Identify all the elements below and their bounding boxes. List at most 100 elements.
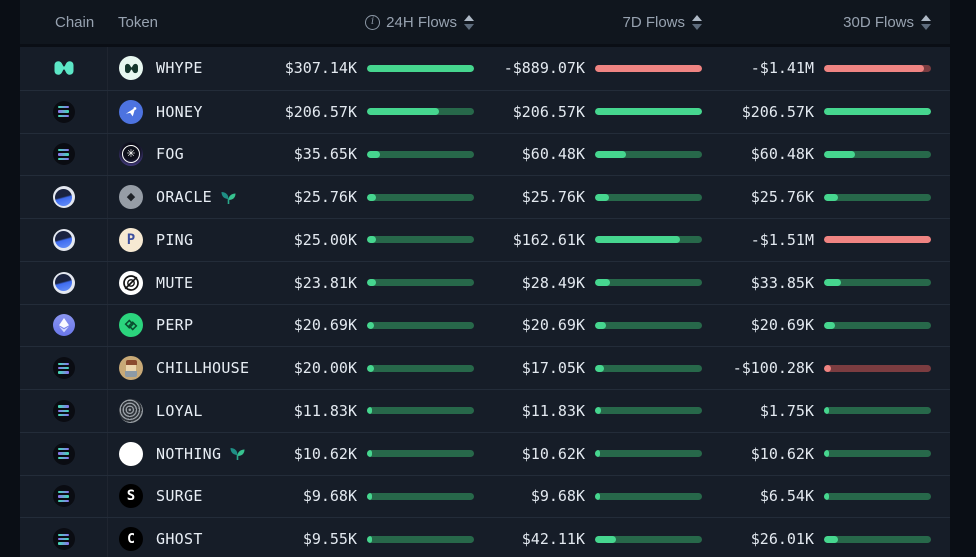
h24-flow-value: $25.76K: [293, 188, 357, 207]
d30-flow-bar-fill: [824, 364, 832, 372]
table-row[interactable]: WHYPE $307.14K -$889.07K -$1.41M: [20, 47, 950, 90]
table-row[interactable]: HONEY $206.57K $206.57K $206.57K: [20, 89, 950, 133]
h24-flow-bar-fill: [367, 407, 372, 415]
h24-flow-value: $9.55K: [302, 530, 357, 549]
d30-flow-bar-fill: [824, 492, 829, 500]
d7-flow-value: $17.05K: [521, 359, 585, 378]
h24-flow-bar: [367, 535, 474, 543]
column-header-30d-flows[interactable]: 30D Flows: [702, 14, 931, 31]
token-cell: LOYAL: [107, 390, 277, 432]
sort-down-icon: [921, 23, 931, 30]
chain-column-label: Chain: [55, 13, 95, 31]
token-cell: C GHOST: [107, 518, 277, 557]
d7-flow-bar-fill: [595, 535, 617, 543]
d7-flow-cell: $206.57K: [474, 103, 702, 121]
d30-flow-bar: [824, 321, 931, 329]
d30-flow-bar-fill: [824, 321, 835, 329]
table-row[interactable]: P PING $25.00K $162.61K -$1.51M: [20, 218, 950, 261]
d7-flow-value: $9.68K: [530, 487, 585, 506]
token-cell: ◆ ORACLE: [107, 176, 277, 218]
d7-flow-bar: [595, 150, 702, 158]
table-row[interactable]: C GHOST $9.55K $42.11K $26.01K: [20, 517, 950, 557]
table-row[interactable]: ✳ FOG $35.65K $60.48K $60.48K: [20, 132, 950, 176]
d30-flow-bar: [824, 150, 931, 158]
d30-flow-value: $20.69K: [750, 316, 814, 335]
solana-chain-icon: [52, 527, 76, 551]
d30-flow-cell: $33.85K: [702, 274, 931, 292]
d7-flow-bar-fill: [595, 492, 601, 500]
d7-flow-cell: $28.49K: [474, 274, 702, 292]
sort-up-down-icon[interactable]: [692, 14, 702, 30]
sort-up-icon: [692, 14, 702, 21]
h24-flow-bar-fill: [367, 321, 375, 329]
ping-token-icon: P: [119, 227, 143, 252]
table-row[interactable]: CHILLHOUSE $20.00K $17.05K -$100.28K: [20, 346, 950, 389]
loyal-token-icon: [119, 398, 143, 423]
h24-flow-bar: [367, 64, 474, 72]
sort-up-down-icon[interactable]: [921, 14, 931, 30]
d7-flow-bar: [595, 450, 702, 458]
d30-flow-bar: [824, 64, 931, 72]
d7-flow-cell: -$889.07K: [474, 59, 702, 77]
d7-flow-bar: [595, 321, 702, 329]
d30-flow-bar: [824, 279, 931, 287]
column-header-24h-flows[interactable]: i 24H Flows: [277, 14, 474, 31]
d7-flow-value: $42.11K: [521, 530, 585, 549]
fog-token-icon: ✳: [119, 142, 143, 167]
h24-flow-cell: $10.62K: [277, 445, 474, 463]
d7-flow-value: $60.48K: [521, 145, 585, 164]
d7-flow-bar-fill: [595, 407, 602, 415]
table-row[interactable]: LOYAL $11.83K $11.83K $1.75K: [20, 389, 950, 432]
token-name: PING: [156, 230, 194, 249]
d30-flow-bar-fill: [824, 407, 829, 415]
h24-flow-bar-fill: [367, 279, 376, 287]
h24-flow-bar-fill: [367, 535, 372, 543]
sort-up-icon: [921, 14, 931, 21]
mute-token-icon: [119, 270, 143, 295]
ghost-token-icon: C: [119, 527, 143, 552]
d7-flow-bar-fill: [595, 279, 610, 287]
solana-chain-icon: [52, 484, 76, 508]
token-column-label: Token: [118, 13, 159, 31]
token-cell: ✳ FOG: [107, 133, 277, 176]
d30-flow-value: $25.76K: [750, 188, 814, 207]
token-flows-table: Chain Token i 24H Flows 7D Flows: [20, 0, 950, 557]
d7-flow-bar-fill: [595, 364, 604, 372]
d7-flow-cell: $10.62K: [474, 445, 702, 463]
d30-flow-bar-fill: [824, 64, 924, 72]
globe-chain-icon: [52, 185, 76, 209]
h24-flow-value: $23.81K: [293, 273, 357, 292]
30d-flows-column-label: 30D Flows: [843, 13, 914, 31]
d30-flow-bar-fill: [824, 236, 931, 244]
table-row[interactable]: PERP $20.69K $20.69K $20.69K: [20, 303, 950, 347]
column-header-7d-flows[interactable]: 7D Flows: [474, 14, 702, 31]
chain-cell: [20, 185, 107, 209]
d30-flow-cell: $1.75K: [702, 402, 931, 420]
surge-token-icon: S: [119, 484, 143, 509]
d7-flow-cell: $60.48K: [474, 145, 702, 163]
h24-flow-value: $11.83K: [293, 401, 357, 420]
table-header: Chain Token i 24H Flows 7D Flows: [20, 0, 950, 47]
info-icon[interactable]: i: [365, 14, 381, 30]
column-header-token: Token: [107, 14, 277, 31]
token-cell: S SURGE: [107, 475, 277, 518]
solana-chain-icon: [52, 142, 76, 166]
table-row[interactable]: S SURGE $9.68K $9.68K $6.54K: [20, 474, 950, 518]
d7-flow-cell: $11.83K: [474, 402, 702, 420]
h24-flow-cell: $23.81K: [277, 274, 474, 292]
d7-flow-bar: [595, 108, 702, 116]
table-row[interactable]: MUTE $23.81K $28.49K $33.85K: [20, 260, 950, 304]
d30-flow-bar: [824, 492, 931, 500]
d7-flow-bar: [595, 535, 702, 543]
hyperliquid-chain-icon: [52, 56, 76, 80]
sort-up-down-icon[interactable]: [464, 14, 474, 30]
d30-flow-cell: $206.57K: [702, 103, 931, 121]
d30-flow-bar: [824, 108, 931, 116]
d7-flow-bar-fill: [595, 236, 680, 244]
d7-flow-bar: [595, 236, 702, 244]
table-row[interactable]: ◆ ORACLE $25.76K $25.76K $25.76K: [20, 175, 950, 218]
d30-flow-bar-fill: [824, 279, 842, 287]
table-row[interactable]: NOTHING $10.62K $10.62K $10.62K: [20, 431, 950, 475]
nothing-token-icon: [119, 441, 143, 466]
d30-flow-cell: -$1.51M: [702, 231, 931, 249]
